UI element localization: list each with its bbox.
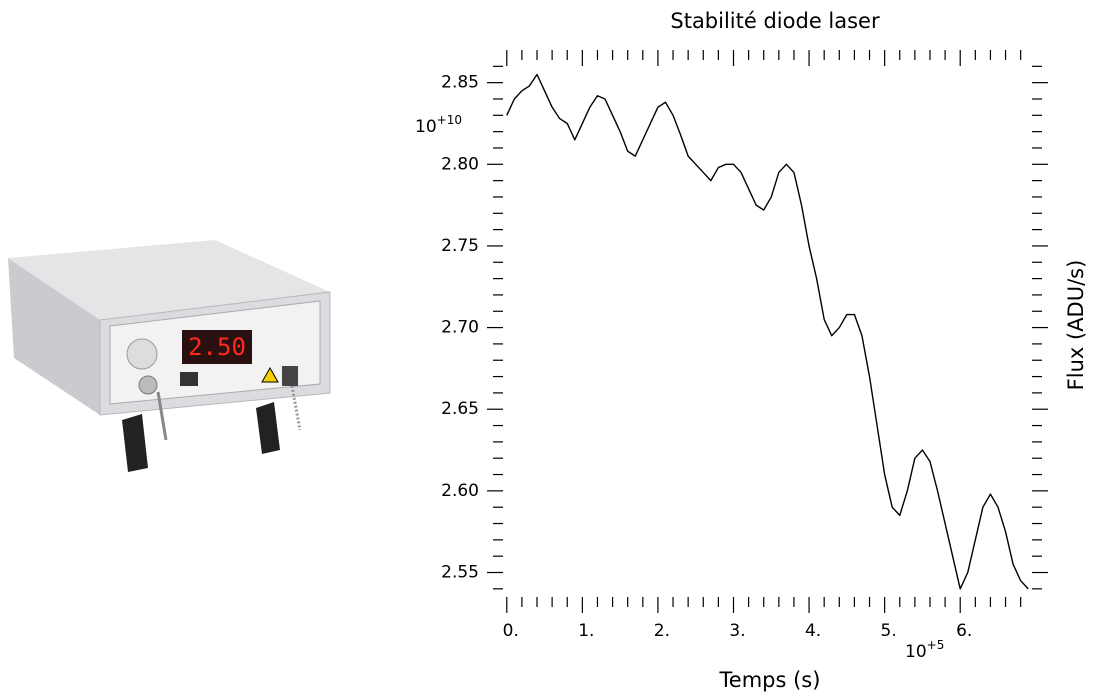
- x-axis-label: Temps (s): [719, 668, 821, 692]
- x-tick-label: 0.: [503, 621, 519, 641]
- y-multiplier: 10+10: [415, 113, 462, 138]
- y-tick-label: 2.70: [441, 318, 479, 338]
- warning-label: [261, 366, 279, 383]
- device-photo: 2.50: [8, 240, 331, 472]
- x-tick-label: 5.: [881, 621, 897, 641]
- fiber-port: [282, 366, 298, 386]
- foot-left: [122, 414, 148, 472]
- key-switch: [138, 375, 158, 395]
- chart-title: Stabilité diode laser: [670, 9, 880, 33]
- device-top: [8, 240, 330, 320]
- x-multiplier: 10+5: [905, 638, 944, 663]
- key-chain: [156, 391, 168, 441]
- x-tick-label: 2.: [654, 621, 670, 641]
- y-tick-label: 2.80: [441, 154, 479, 174]
- x-tick-label: 1.: [578, 621, 594, 641]
- knob: [126, 338, 158, 370]
- y-tick-label: 2.75: [441, 236, 479, 256]
- x-tick-label: 4.: [805, 621, 821, 641]
- y-axis-label: Flux (ADU/s): [1064, 260, 1088, 391]
- y-multiplier-exponent: +10: [437, 113, 462, 127]
- button: [180, 372, 198, 386]
- y-multiplier-base: 10: [415, 117, 437, 137]
- y-tick-label: 2.60: [441, 481, 479, 501]
- foot-right: [256, 402, 280, 454]
- y-tick-label: 2.55: [441, 563, 479, 583]
- x-multiplier-exponent: +5: [927, 638, 945, 652]
- device-side: [8, 258, 100, 415]
- display: [182, 330, 252, 364]
- x-tick-label: 3.: [729, 621, 745, 641]
- x-tick-label: 6.: [956, 621, 972, 641]
- y-tick-label: 2.85: [441, 73, 479, 93]
- data-line: [506, 73, 1029, 590]
- y-tick-label: 2.65: [441, 399, 479, 419]
- x-multiplier-base: 10: [905, 642, 927, 662]
- display-value: 2.50: [188, 333, 246, 361]
- port-chain: [290, 385, 302, 431]
